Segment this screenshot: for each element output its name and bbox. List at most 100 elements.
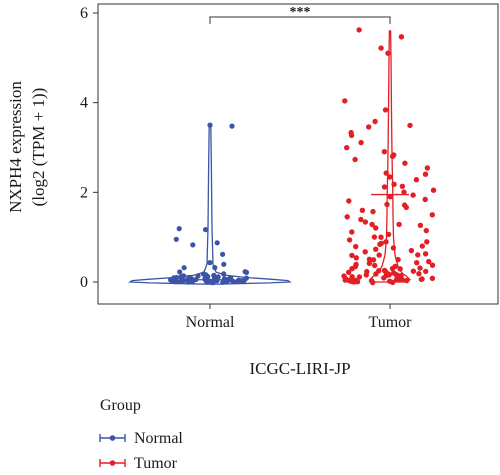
point-normal-13 bbox=[177, 269, 183, 275]
point-normal-7 bbox=[220, 251, 226, 257]
point-tumor-23 bbox=[391, 181, 397, 187]
point-tumor-7 bbox=[407, 122, 413, 129]
significance-label: *** bbox=[290, 5, 311, 20]
point-tumor-42 bbox=[396, 221, 402, 228]
point-tumor-82 bbox=[410, 268, 417, 274]
point-tumor-60 bbox=[362, 249, 368, 255]
point-tumor-21 bbox=[387, 174, 393, 180]
point-tumor-17 bbox=[402, 160, 408, 166]
point-tumor-71 bbox=[366, 260, 373, 266]
point-tumor-10 bbox=[348, 132, 355, 139]
point-tumor-79 bbox=[397, 266, 403, 272]
point-normal-60 bbox=[234, 278, 241, 284]
point-tumor-65 bbox=[353, 255, 359, 261]
point-tumor-18 bbox=[424, 165, 431, 171]
point-normal-27 bbox=[178, 274, 184, 280]
point-tumor-40 bbox=[362, 219, 369, 225]
point-tumor-47 bbox=[385, 231, 392, 238]
point-tumor-37 bbox=[429, 212, 435, 218]
violin-normal bbox=[128, 122, 292, 286]
point-normal-62 bbox=[189, 279, 195, 285]
point-tumor-28 bbox=[410, 192, 416, 198]
point-tumor-100 bbox=[349, 274, 355, 280]
point-tumor-103 bbox=[356, 274, 363, 280]
point-tumor-55 bbox=[353, 243, 359, 250]
point-normal-16 bbox=[221, 271, 227, 277]
point-normal-2 bbox=[176, 226, 182, 232]
point-tumor-5 bbox=[382, 107, 389, 113]
point-tumor-80 bbox=[349, 266, 355, 272]
point-tumor-46 bbox=[349, 229, 355, 235]
point-tumor-26 bbox=[430, 187, 437, 193]
legend-dot-normal bbox=[109, 435, 116, 441]
point-normal-55 bbox=[220, 279, 226, 285]
point-normal-64 bbox=[185, 279, 191, 285]
point-tumor-36 bbox=[370, 208, 376, 215]
point-normal-4 bbox=[173, 236, 179, 242]
point-tumor-43 bbox=[417, 222, 424, 228]
y-tick-label-1: 2 bbox=[80, 184, 88, 201]
point-normal-52 bbox=[239, 278, 245, 284]
point-normal-57 bbox=[180, 278, 187, 284]
point-tumor-88 bbox=[373, 271, 379, 277]
point-tumor-77 bbox=[417, 265, 423, 271]
point-tumor-93 bbox=[363, 272, 369, 278]
axes: 0 2 4 6 Normal Tumor *** bbox=[80, 3, 499, 331]
plot-border bbox=[97, 3, 499, 305]
point-tumor-44 bbox=[373, 225, 379, 231]
point-tumor-78 bbox=[389, 265, 396, 272]
point-tumor-1 bbox=[398, 34, 405, 40]
point-tumor-16 bbox=[352, 156, 358, 163]
point-normal-50 bbox=[214, 278, 220, 284]
point-normal-11 bbox=[181, 265, 187, 271]
point-tumor-122 bbox=[350, 279, 357, 285]
legend-title: Group bbox=[100, 397, 141, 414]
point-tumor-70 bbox=[414, 260, 420, 266]
point-tumor-3 bbox=[385, 50, 391, 56]
point-normal-5 bbox=[214, 240, 220, 246]
point-normal-65 bbox=[230, 278, 236, 284]
legend-item-tumor: Tumor bbox=[99, 455, 178, 472]
point-tumor-20 bbox=[422, 171, 429, 177]
point-tumor-12 bbox=[344, 145, 350, 151]
point-tumor-38 bbox=[344, 214, 350, 220]
point-normal-10 bbox=[212, 265, 218, 271]
point-tumor-41 bbox=[369, 221, 375, 228]
legend-item-normal: Normal bbox=[99, 430, 183, 447]
point-tumor-87 bbox=[346, 269, 352, 275]
y-axis-label-line2: (log2 (TPM + 1)) bbox=[29, 88, 48, 207]
point-tumor-30 bbox=[422, 196, 428, 203]
point-normal-8 bbox=[207, 260, 213, 266]
point-tumor-105 bbox=[419, 276, 425, 282]
point-tumor-54 bbox=[377, 241, 383, 247]
point-tumor-24 bbox=[399, 183, 406, 189]
point-normal-14 bbox=[243, 269, 250, 275]
point-tumor-39 bbox=[358, 216, 364, 223]
x-tick-label-0: Normal bbox=[186, 314, 235, 331]
point-tumor-35 bbox=[359, 207, 366, 213]
point-tumor-61 bbox=[422, 251, 429, 257]
point-tumor-0 bbox=[356, 27, 362, 33]
y-tick-label-3: 6 bbox=[80, 5, 88, 22]
point-tumor-113 bbox=[342, 277, 348, 283]
point-tumor-34 bbox=[403, 204, 409, 211]
point-tumor-64 bbox=[349, 252, 355, 259]
point-tumor-13 bbox=[381, 149, 388, 155]
point-tumor-57 bbox=[390, 245, 397, 251]
point-tumor-66 bbox=[395, 256, 401, 263]
point-normal-3 bbox=[202, 227, 209, 233]
point-tumor-31 bbox=[346, 198, 352, 204]
point-tumor-25 bbox=[381, 184, 388, 190]
point-tumor-51 bbox=[383, 239, 389, 245]
point-tumor-15 bbox=[389, 153, 396, 159]
point-tumor-123 bbox=[370, 279, 376, 286]
point-tumor-29 bbox=[387, 194, 393, 200]
point-normal-0 bbox=[207, 122, 213, 128]
point-tumor-85 bbox=[423, 268, 429, 275]
point-normal-1 bbox=[229, 123, 235, 129]
point-tumor-6 bbox=[372, 118, 378, 125]
point-tumor-4 bbox=[342, 98, 348, 104]
point-tumor-102 bbox=[429, 275, 436, 281]
point-tumor-68 bbox=[370, 257, 377, 263]
x-tick-label-1: Tumor bbox=[369, 314, 413, 331]
